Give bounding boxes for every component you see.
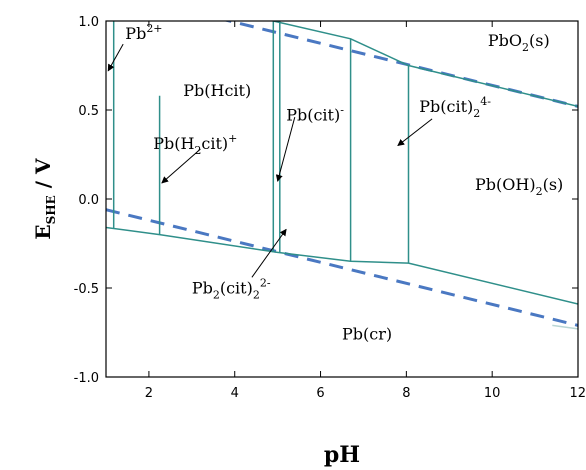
label-arrow-3	[275, 116, 296, 182]
y-tick-label-1.0: 1.0	[78, 15, 99, 30]
label-pbcr: Pb(cr)	[342, 325, 392, 344]
x-tick-label-2: 2	[145, 386, 153, 401]
species-labels: Pb2+ Pb(Hcit) Pb(H2cit)+ Pb(cit)- Pb(cit)24-…	[125, 22, 563, 344]
y-tick-label-0.0: 0.0	[78, 193, 99, 208]
label-pbcit24: Pb(cit)24-	[419, 95, 491, 120]
label-pbo2: PbO2(s)	[488, 31, 550, 54]
label-pb2cit2: Pb2(cit)22-	[192, 276, 271, 301]
x-axis-title: pH	[324, 442, 360, 468]
label-pb2plus: Pb2+	[125, 22, 162, 43]
water-line-2	[223, 21, 578, 108]
y-axis-title-rest: / V	[31, 158, 55, 195]
x-axis-ticks: 2 4 6 8 10 12	[145, 21, 586, 401]
label-pbhcit: Pb(Hcit)	[183, 81, 251, 100]
x-tick-label-10: 10	[484, 386, 501, 401]
label-arrow-1	[107, 43, 124, 72]
phase-boundary-lines	[106, 21, 578, 330]
y-axis-title: ESHE / V	[31, 158, 58, 240]
y-axis-title-main: E	[31, 224, 55, 239]
water-line-1	[106, 208, 578, 327]
label-arrow-5	[251, 228, 287, 278]
y-tick-label-0.5: 0.5	[78, 104, 99, 119]
x-tick-label-6: 6	[316, 386, 324, 401]
label-arrow-2	[161, 148, 201, 184]
x-tick-label-4: 4	[231, 386, 239, 401]
label-pbcit: Pb(cit)-	[286, 104, 344, 125]
y-axis-title-subscript: SHE	[44, 195, 58, 224]
boundary-line-9	[552, 324, 578, 330]
boundary-line-1	[106, 226, 578, 305]
y-tick-label--1.0: -1.0	[74, 371, 99, 386]
y-tick-label--0.5: -0.5	[74, 282, 99, 297]
y-axis-ticks: 1.0 0.5 0.0 -0.5 -1.0	[74, 15, 578, 386]
x-tick-label-8: 8	[402, 386, 410, 401]
plot-frame	[105, 20, 579, 378]
label-arrows	[107, 43, 433, 278]
x-tick-label-12: 12	[569, 386, 586, 401]
label-arrow-4	[397, 118, 433, 147]
boundary-line-2	[273, 21, 578, 108]
label-pboh2: Pb(OH)2(s)	[475, 175, 563, 198]
label-pbh2cit: Pb(H2cit)+	[153, 132, 237, 157]
